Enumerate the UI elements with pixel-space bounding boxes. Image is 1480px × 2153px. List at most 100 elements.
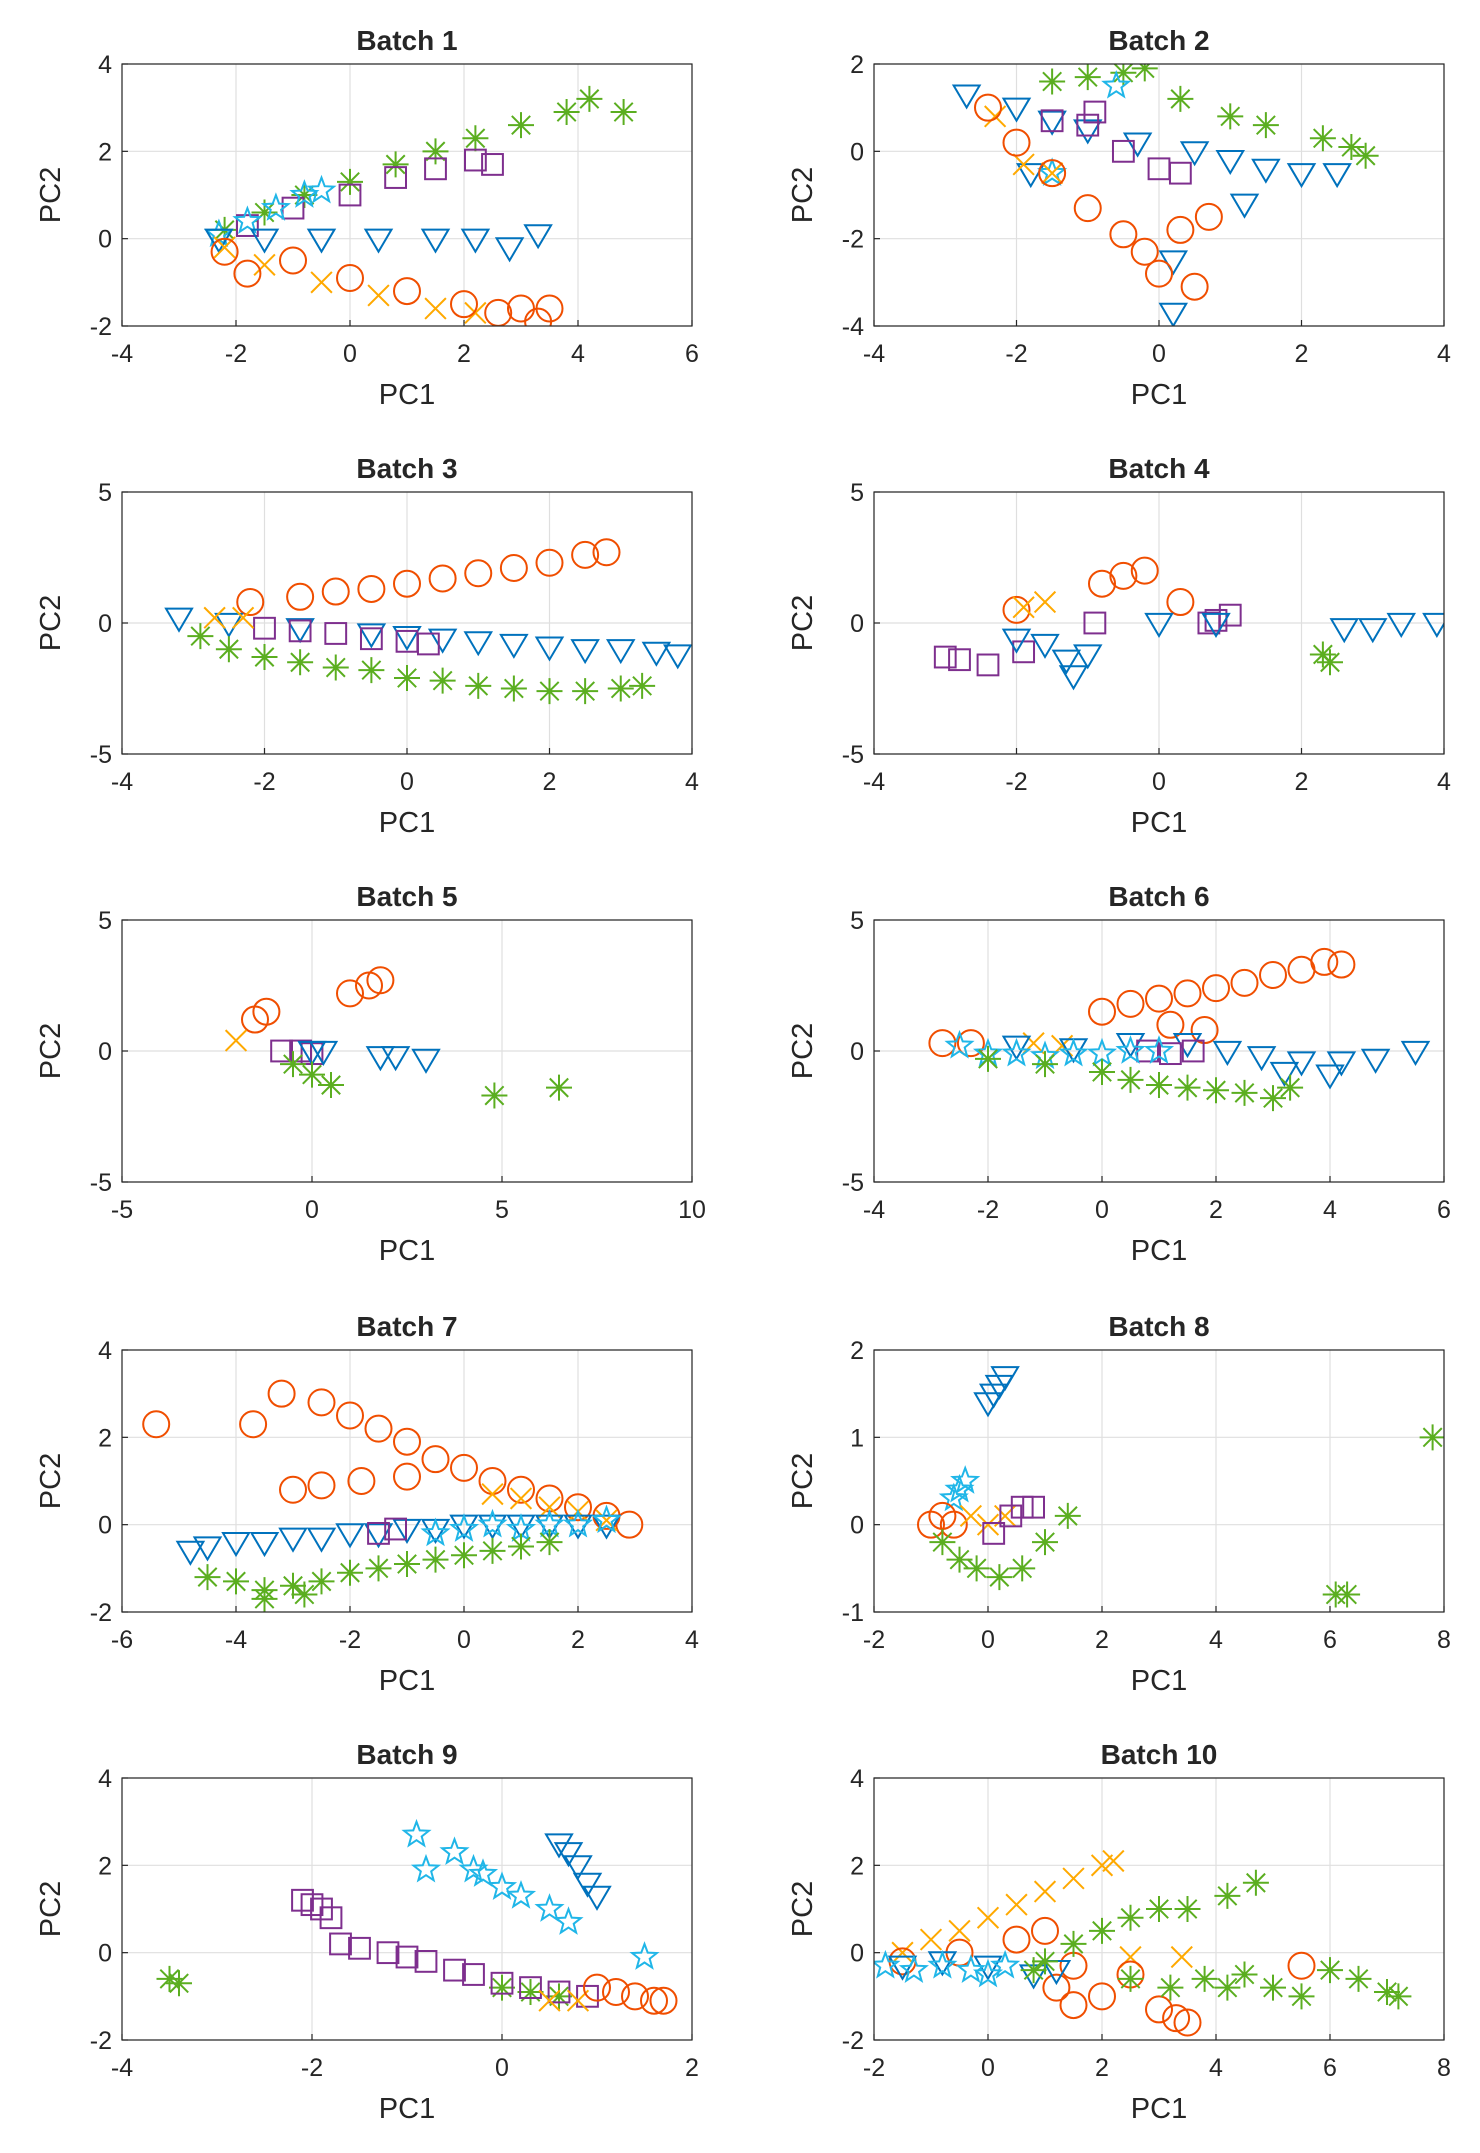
y-tick-label: 5 — [850, 479, 864, 507]
data-point-asterisk — [479, 1537, 506, 1564]
data-point-square — [982, 1522, 1006, 1545]
data-point-asterisk — [1032, 1051, 1058, 1078]
data-point-asterisk — [1419, 1424, 1444, 1451]
data-point-asterisk — [963, 1555, 990, 1582]
data-point-asterisk — [1260, 1085, 1286, 1112]
series-cyan-star — [938, 1465, 981, 1512]
data-point-triangle — [1030, 633, 1060, 659]
series-green-asterisk — [156, 1965, 572, 2010]
y-tick-label: 4 — [98, 1337, 112, 1365]
data-point-circle — [507, 1475, 535, 1504]
x-tick-label: 0 — [305, 1196, 319, 1224]
data-point-square — [443, 1958, 466, 1982]
data-point-star — [944, 1029, 975, 1059]
y-axis-label: PC2 — [787, 595, 819, 651]
data-markers — [917, 1366, 1444, 1608]
series-green-asterisk — [194, 1529, 563, 1612]
x-axis-label: PC1 — [379, 379, 435, 411]
x-tick-label: 2 — [1295, 768, 1309, 796]
data-point-circle — [366, 966, 395, 995]
series-cyan-star — [1037, 69, 1132, 186]
x-tick-label: 6 — [1437, 1196, 1451, 1224]
data-point-square — [367, 1522, 390, 1545]
data-point-circle — [621, 1982, 649, 2011]
x-tick-label: -5 — [111, 1196, 133, 1224]
y-axis-label: PC2 — [35, 1023, 67, 1079]
plot-area — [122, 64, 692, 326]
x-tick-label: 4 — [1209, 1626, 1223, 1654]
data-point-square — [270, 1039, 294, 1063]
subplot-title: Batch 5 — [356, 881, 457, 912]
x-axis-label: PC1 — [1131, 807, 1187, 839]
data-point-circle — [928, 1029, 957, 1058]
series-green-asterisk — [280, 1051, 572, 1109]
data-point-asterisk — [1167, 85, 1194, 112]
data-point-triangle — [553, 1842, 584, 1868]
data-point-asterisk — [1117, 1066, 1144, 1093]
data-point-asterisk — [394, 1550, 420, 1577]
data-point-triangle — [1073, 119, 1103, 145]
data-point-circle — [1230, 968, 1259, 997]
data-point-circle — [592, 538, 621, 567]
data-point-circle — [393, 1427, 421, 1456]
data-point-star — [260, 192, 291, 221]
y-axis-label: PC2 — [787, 1881, 819, 1937]
y-tick-label: -5 — [90, 741, 112, 769]
x-tick-label: 2 — [543, 768, 557, 796]
data-point-circle — [649, 1986, 678, 2015]
data-point-asterisk — [508, 112, 534, 139]
data-point-asterisk — [291, 1581, 318, 1608]
data-point-triangle — [1360, 1048, 1391, 1074]
axes-box — [873, 1349, 1445, 1613]
y-tick-label: 0 — [98, 226, 112, 254]
x-tick-label: 0 — [1152, 768, 1166, 796]
data-point-triangle — [192, 1536, 223, 1562]
data-point-circle — [1088, 997, 1116, 1026]
data-point-triangle — [641, 641, 672, 667]
x-tick-label: 4 — [1437, 340, 1451, 368]
data-point-cross — [509, 1487, 533, 1510]
data-point-circle — [640, 1986, 668, 2015]
subplot-title: Batch 9 — [356, 1739, 457, 1770]
axes-box — [873, 1777, 1445, 2041]
data-point-circle — [347, 1467, 376, 1495]
data-point-circle — [1162, 2004, 1191, 2033]
x-tick-label: 8 — [1437, 1626, 1451, 1654]
data-point-cross — [232, 606, 255, 629]
y-tick-label: 2 — [850, 1852, 864, 1880]
data-point-star — [955, 1954, 986, 1983]
data-point-triangle — [1358, 618, 1388, 644]
data-point-asterisk — [1157, 1974, 1184, 2001]
data-point-circle — [450, 290, 478, 319]
y-axis-label: PC2 — [787, 1023, 819, 1079]
series-orange-circle — [236, 538, 621, 617]
plot-area — [874, 1350, 1444, 1612]
data-point-square — [414, 1950, 438, 1973]
data-point-triangle — [306, 228, 337, 254]
data-point-circle — [1130, 556, 1159, 585]
data-point-triangle — [1037, 110, 1067, 136]
data-point-triangle — [249, 1532, 280, 1558]
data-point-circle — [1327, 950, 1356, 979]
x-axis-label: PC1 — [379, 1235, 435, 1267]
data-point-asterisk — [422, 138, 449, 165]
data-point-square — [1040, 109, 1064, 133]
data-point-cross — [203, 606, 226, 629]
data-point-cross — [1012, 153, 1035, 176]
y-tick-label: -2 — [90, 313, 112, 341]
y-tick-label: -5 — [90, 1169, 112, 1197]
data-point-circle — [1116, 989, 1145, 1018]
data-point-asterisk — [481, 1082, 508, 1109]
x-tick-label: -2 — [339, 1626, 361, 1654]
data-point-asterisk — [1203, 1077, 1229, 1104]
x-tick-label: -4 — [111, 2054, 133, 2082]
x-tick-label: -4 — [225, 1626, 247, 1654]
series-purple-square — [1040, 100, 1192, 185]
data-point-triangle — [1001, 97, 1032, 123]
data-point-asterisk — [337, 168, 363, 195]
x-axis-label: PC1 — [379, 2093, 435, 2125]
data-point-triangle — [523, 224, 553, 250]
series-cyan-star — [874, 1949, 1021, 1988]
